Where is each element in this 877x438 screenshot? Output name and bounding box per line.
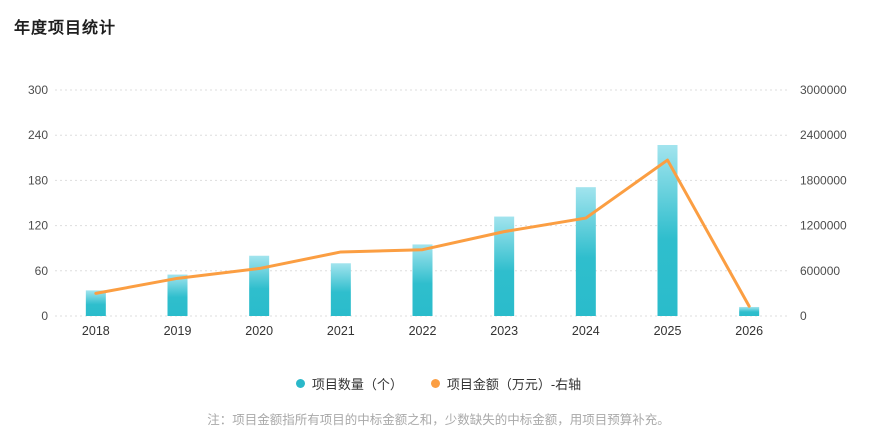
legend-item-project-count[interactable]: 项目数量（个） (295, 374, 403, 393)
bar-2021[interactable] (330, 263, 351, 316)
amount-line[interactable] (94, 158, 751, 308)
page-title: 年度项目统计 (14, 20, 117, 37)
x-label-2023: 2023 (490, 324, 518, 338)
right-axis-tick-1800000: 1800000 (800, 173, 847, 187)
bar-2025[interactable] (657, 144, 678, 316)
left-axis-tick-0: 0 (41, 309, 48, 323)
x-label-2021: 2021 (327, 324, 355, 338)
right-axis-tick-0: 0 (800, 309, 807, 323)
left-axis-tick-240: 240 (28, 128, 48, 142)
right-axis-tick-2400000: 2400000 (800, 128, 847, 142)
legend-item-project-amount[interactable]: 项目金额（万元）-右轴 (430, 374, 582, 393)
x-label-2026: 2026 (735, 324, 763, 338)
right-axis-tick-3000000: 3000000 (800, 83, 847, 97)
x-label-2019: 2019 (164, 324, 192, 338)
legend-label-project-count: 项目数量（个） (311, 377, 403, 392)
bar-2022[interactable] (412, 244, 433, 316)
left-axis-tick-300: 300 (28, 83, 48, 97)
x-label-2022: 2022 (409, 324, 437, 338)
bar-2018[interactable] (85, 290, 106, 316)
x-label-2024: 2024 (572, 324, 600, 338)
bar-2019[interactable] (167, 274, 188, 316)
right-axis-tick-600000: 600000 (800, 264, 840, 278)
chart-canvas: 0 0 60 600000 120 1200000 180 1800000 240 2400000… (28, 83, 847, 338)
legend-label-project-amount: 项目金额（万元）-右轴 (446, 377, 582, 392)
x-label-2018: 2018 (82, 324, 110, 338)
left-axis-tick-120: 120 (28, 219, 48, 233)
legend-dot-orange-icon (430, 379, 440, 388)
legend-dot-cyan-icon (295, 379, 305, 388)
left-axis-tick-60: 60 (35, 264, 49, 278)
right-axis-tick-1200000: 1200000 (800, 219, 847, 233)
bar-2020[interactable] (249, 255, 270, 316)
x-label-2020: 2020 (245, 324, 273, 338)
bar-2026[interactable] (739, 306, 760, 316)
footnote: 注：项目金额指所有项目的中标金额之和，少数缺失的中标金额，用项目预算补充。 (207, 413, 670, 427)
bar-2023[interactable] (494, 216, 515, 316)
x-label-2025: 2025 (654, 324, 682, 338)
left-axis-tick-180: 180 (28, 173, 48, 187)
bar-2024[interactable] (575, 187, 596, 316)
legend: 项目数量（个） 项目金额（万元）-右轴 (0, 374, 877, 393)
